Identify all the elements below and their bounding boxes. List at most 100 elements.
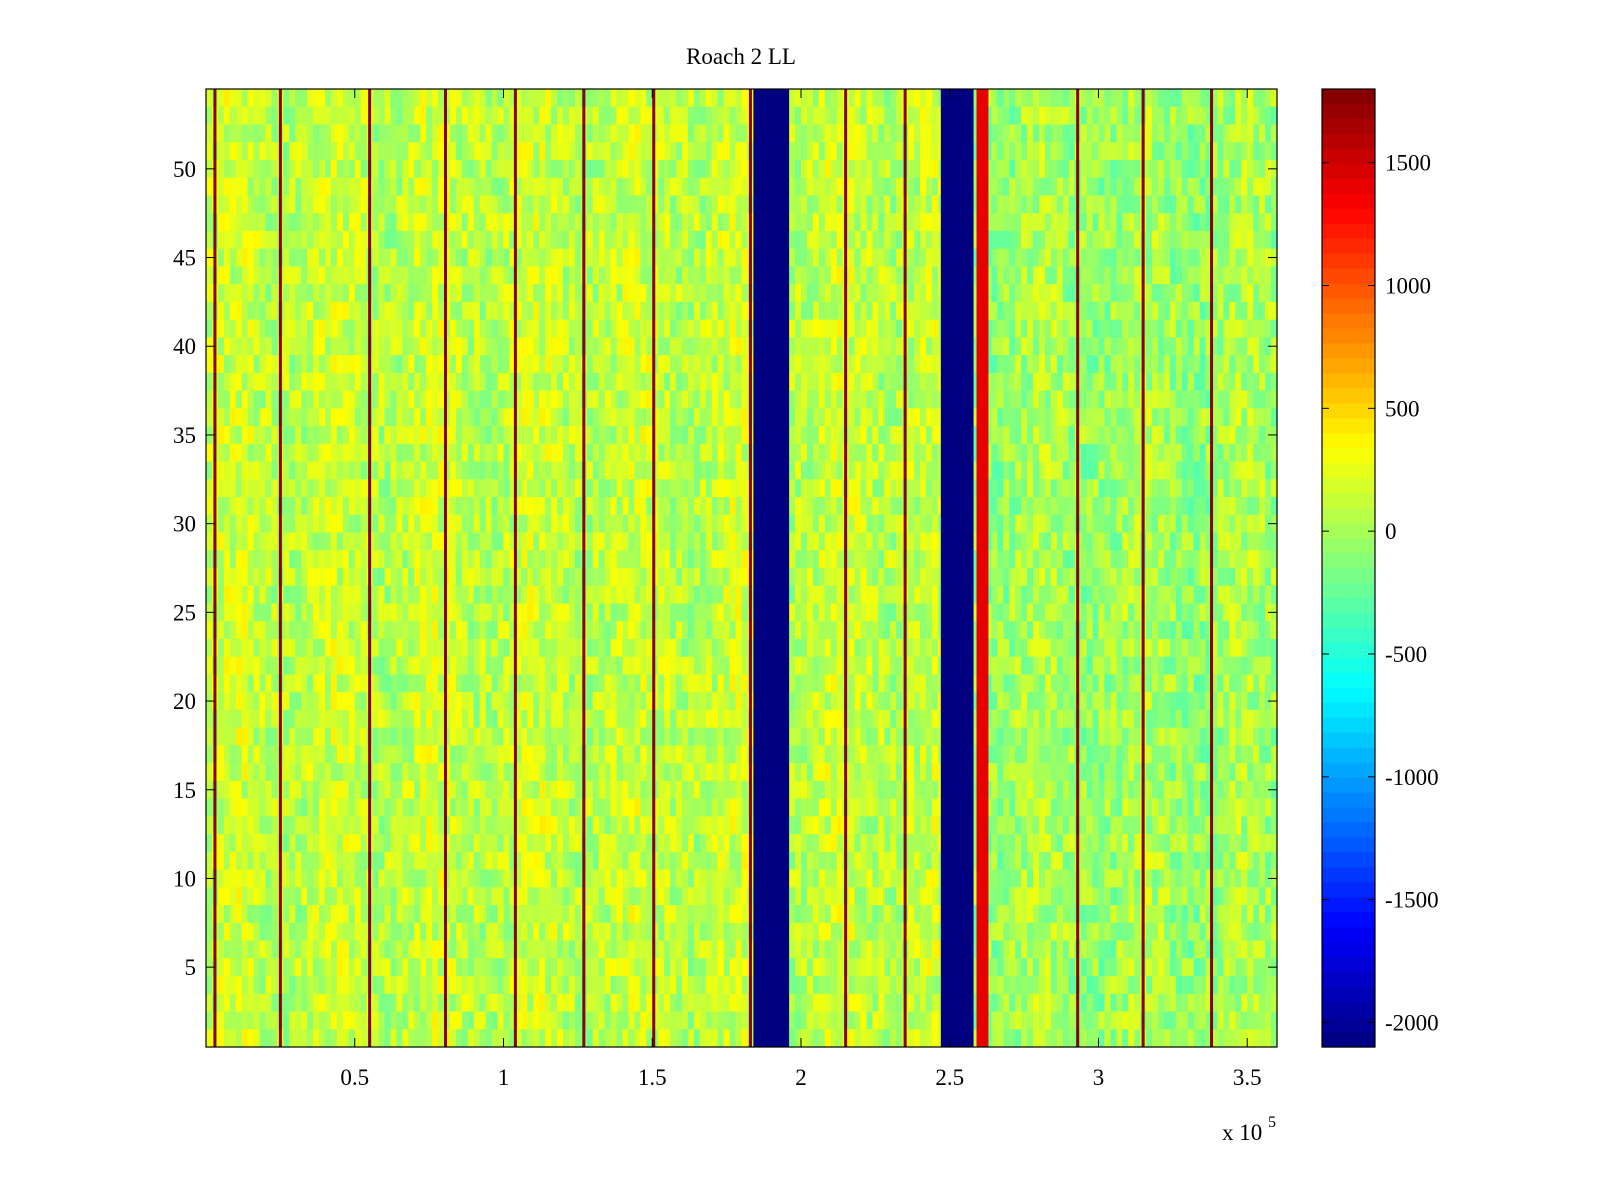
- heatmap-cell: [301, 568, 308, 587]
- heatmap-cell: [396, 443, 403, 463]
- heatmap-cell: [610, 248, 618, 268]
- heatmap-cell: [414, 550, 421, 569]
- heatmap-cell: [563, 266, 570, 285]
- heatmap-cell: [622, 408, 630, 427]
- heatmap-cell: [1044, 532, 1052, 551]
- heatmap-cell: [908, 248, 915, 268]
- heatmap-cell: [1193, 372, 1201, 392]
- heatmap-cell: [568, 213, 576, 232]
- heatmap-cell: [1217, 106, 1225, 126]
- heatmap-cell: [711, 248, 719, 268]
- heatmap-cell: [574, 266, 582, 285]
- heatmap-cell: [229, 124, 237, 143]
- heatmap-cells: [206, 89, 1278, 1048]
- heatmap-cell: [806, 248, 814, 268]
- heatmap-cell: [628, 443, 635, 463]
- heatmap-cell: [890, 568, 897, 587]
- heatmap-cell: [854, 550, 862, 569]
- heatmap-cell: [378, 426, 386, 445]
- heatmap-cell: [1134, 426, 1141, 445]
- heatmap-cell: [985, 142, 992, 161]
- heatmap-cell: [1229, 213, 1236, 232]
- heatmap-cell: [658, 479, 665, 498]
- heatmap-cell: [1247, 443, 1254, 463]
- heatmap-cell: [890, 266, 897, 285]
- heatmap-cell: [354, 248, 362, 268]
- heatmap-cell: [1044, 372, 1052, 392]
- heatmap-cell: [1068, 497, 1076, 516]
- heatmap-cell: [592, 266, 600, 285]
- heatmap-cell: [1116, 337, 1123, 356]
- heatmap-cell: [1080, 532, 1088, 551]
- heatmap-cell: [295, 213, 302, 232]
- heatmap-cell: [652, 426, 659, 445]
- heatmap-cell: [1253, 230, 1260, 250]
- heatmap-cell: [1241, 390, 1248, 409]
- heatmap-cell: [836, 479, 844, 498]
- heatmap-cell: [1223, 124, 1230, 143]
- heatmap-cell: [247, 213, 255, 232]
- heatmap-cell: [931, 177, 939, 197]
- heatmap-cell: [551, 337, 558, 356]
- heatmap-cell: [1229, 497, 1236, 516]
- heatmap-cell: [449, 514, 457, 534]
- heatmap-cell: [1134, 443, 1141, 463]
- heatmap-cell: [652, 337, 659, 356]
- heatmap-cell: [676, 230, 683, 250]
- heatmap-cell: [1146, 248, 1153, 268]
- heatmap-cell: [1241, 301, 1248, 321]
- heatmap-cell: [717, 177, 725, 197]
- heatmap-cell: [878, 550, 885, 569]
- heatmap-cell: [1050, 337, 1058, 356]
- heatmap-cell: [616, 461, 624, 480]
- heatmap-cell: [985, 337, 992, 356]
- heatmap-cell: [426, 372, 433, 392]
- heatmap-cell: [1211, 390, 1219, 409]
- heatmap-cell: [687, 550, 695, 569]
- heatmap-cell: [1086, 301, 1094, 321]
- heatmap-cell: [1039, 319, 1046, 338]
- heatmap-cell: [396, 479, 403, 498]
- heatmap-cell: [527, 337, 534, 356]
- heatmap-cell: [1080, 337, 1088, 356]
- heatmap-cell: [1039, 426, 1046, 445]
- heatmap-cell: [646, 195, 653, 214]
- heatmap-cell: [664, 337, 671, 356]
- heatmap-cell: [1193, 497, 1201, 516]
- heatmap-cell: [1033, 532, 1040, 551]
- heatmap-cell: [1175, 550, 1183, 569]
- heatmap-cell: [206, 213, 213, 232]
- heatmap-cell: [723, 514, 731, 534]
- heatmap-cell: [455, 426, 463, 445]
- heatmap-cell: [390, 550, 397, 569]
- heatmap-cell: [628, 230, 635, 250]
- heatmap-cell: [473, 337, 481, 356]
- heatmap-cell: [527, 514, 534, 534]
- heatmap-cell: [1241, 355, 1248, 374]
- heatmap-cell: [1110, 426, 1117, 445]
- heatmap-cell: [741, 497, 749, 516]
- heatmap-cell: [551, 532, 558, 551]
- heatmap-cell: [830, 426, 838, 445]
- heatmap-cell: [896, 177, 903, 197]
- heatmap-cell: [610, 301, 618, 321]
- heatmap-cell: [568, 461, 576, 480]
- heatmap-cell: [711, 195, 719, 214]
- heatmap-cell: [866, 479, 873, 498]
- heatmap-cell: [295, 124, 302, 143]
- heatmap-cell: [325, 266, 332, 285]
- heatmap-cell: [1080, 408, 1088, 427]
- heatmap-cell: [717, 426, 725, 445]
- heatmap-cell: [557, 408, 564, 427]
- heatmap-cell: [598, 479, 606, 498]
- heatmap-cell: [289, 142, 296, 161]
- heatmap-cell: [503, 443, 511, 463]
- heatmap-cell: [253, 230, 261, 250]
- heatmap-cell: [479, 248, 487, 268]
- heatmap-cell: [729, 514, 737, 534]
- heatmap-cell: [985, 372, 992, 392]
- heatmap-cell: [253, 159, 261, 179]
- heatmap-cell: [1271, 532, 1278, 551]
- heatmap-cell: [1187, 195, 1195, 214]
- heatmap-cell: [735, 124, 743, 143]
